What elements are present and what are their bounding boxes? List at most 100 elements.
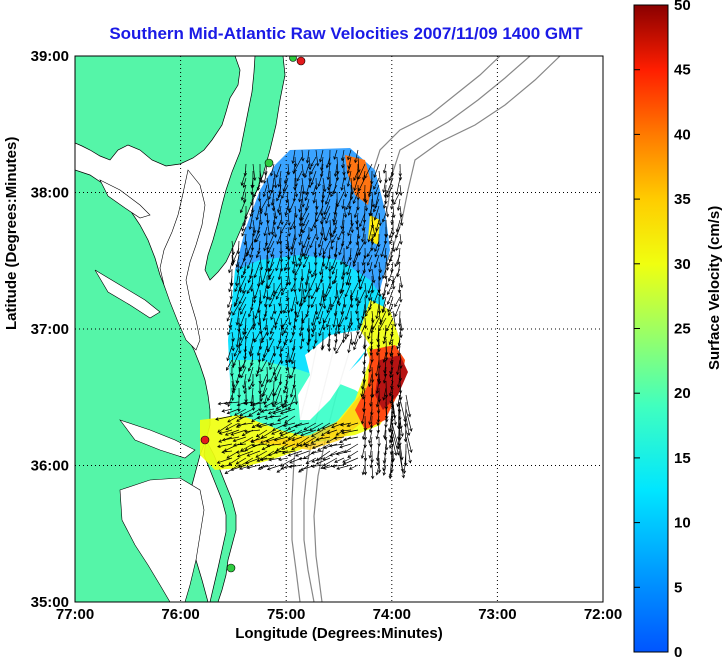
velocity-vector — [333, 163, 338, 178]
velocity-vector — [343, 205, 348, 219]
velocity-vector — [294, 387, 298, 405]
velocity-vector — [378, 170, 382, 184]
velocity-vector — [260, 373, 268, 388]
velocity-vector — [254, 303, 261, 320]
velocity-vector — [312, 184, 317, 196]
velocity-vector — [255, 233, 261, 243]
x-axis-label: Longitude (Degrees:Minutes) — [235, 625, 443, 642]
velocity-vector — [320, 429, 331, 436]
velocity-vector — [331, 226, 338, 238]
velocity-vector — [381, 212, 387, 223]
velocity-vector — [231, 338, 235, 352]
velocity-vector — [260, 198, 268, 212]
velocity-vector — [396, 198, 401, 212]
velocity-vector — [352, 254, 359, 268]
velocity-vector — [372, 198, 380, 213]
velocity-vector — [371, 219, 377, 238]
velocity-vector — [238, 324, 243, 341]
velocity-vector — [215, 415, 233, 421]
velocity-vector — [353, 331, 359, 346]
velocity-vector — [238, 415, 254, 420]
velocity-vector — [346, 261, 352, 276]
velocity-vector — [310, 289, 317, 300]
velocity-vector — [364, 282, 369, 299]
velocity-vector — [224, 429, 240, 436]
velocity-vector — [391, 436, 398, 456]
velocity-vector — [256, 345, 261, 357]
velocity-vector — [346, 163, 352, 175]
velocity-vector — [291, 261, 296, 274]
velocity-vector — [274, 387, 282, 405]
velocity-vector — [349, 296, 354, 309]
velocity-vector — [227, 324, 233, 336]
velocity-vector — [338, 317, 345, 328]
velocity-vector — [323, 310, 331, 324]
velocity-vector — [240, 170, 247, 186]
velocity-vector — [285, 233, 289, 250]
velocity-vector — [289, 331, 296, 344]
velocity-vector — [238, 296, 247, 312]
velocity-vector — [228, 282, 233, 293]
velocity-vector — [373, 177, 380, 190]
velocity-vector — [361, 219, 366, 232]
velocity-vector — [258, 380, 262, 395]
velocity-vector — [318, 310, 324, 325]
velocity-vector — [252, 163, 257, 182]
velocity-vector — [340, 254, 345, 266]
velocity-vector — [391, 401, 397, 426]
velocity-vector — [389, 345, 394, 357]
velocity-vector — [326, 317, 331, 328]
velocity-vector — [293, 156, 298, 168]
velocity-vector — [368, 205, 373, 217]
colorbar-tick-label: 50 — [674, 0, 691, 14]
velocity-vector — [240, 443, 254, 452]
velocity-vector — [302, 254, 310, 269]
velocity-vector — [325, 254, 331, 270]
velocity-vector — [298, 296, 303, 307]
velocity-vector — [269, 163, 275, 177]
velocity-vector — [384, 170, 388, 184]
velocity-vector — [248, 212, 254, 230]
velocity-vector — [247, 359, 254, 372]
velocity-vector — [238, 289, 247, 305]
velocity-vector — [311, 457, 324, 463]
velocity-vector — [349, 289, 354, 302]
velocity-vector — [395, 219, 401, 233]
velocity-vector — [273, 317, 278, 330]
velocity-vector — [308, 261, 312, 275]
velocity-vector — [270, 247, 275, 258]
velocity-vector — [273, 205, 278, 220]
velocity-vector — [295, 450, 310, 457]
velocity-vector — [226, 310, 233, 322]
velocity-vector — [370, 464, 375, 480]
velocity-vector — [246, 450, 261, 457]
velocity-vector — [405, 394, 412, 418]
velocity-vector — [259, 212, 263, 226]
velocity-vector — [377, 233, 381, 248]
velocity-vector — [398, 415, 404, 438]
velocity-vector — [399, 317, 404, 332]
velocity-vector — [353, 177, 359, 192]
colorbar-tick-label: 20 — [674, 385, 691, 402]
velocity-vector — [311, 443, 324, 449]
velocity-vector — [245, 324, 254, 340]
velocity-vector — [252, 219, 257, 234]
velocity-vector — [269, 373, 275, 383]
velocity-vector — [235, 254, 240, 268]
y-tick-labels: 39:00 38:00 37:00 36:00 35:00 — [31, 48, 69, 611]
velocity-vector — [310, 156, 317, 167]
colorbar-tick-label: 0 — [674, 644, 682, 659]
velocity-vector — [304, 275, 310, 293]
velocity-vector — [303, 240, 310, 257]
velocity-vector — [251, 401, 268, 407]
velocity-vector — [317, 443, 331, 451]
velocity-vector — [347, 450, 359, 458]
velocity-vector — [284, 205, 289, 217]
velocity-vector — [373, 289, 380, 305]
velocity-vector — [245, 240, 254, 257]
velocity-vector — [346, 170, 352, 188]
velocity-vector — [368, 408, 373, 426]
velocity-vector — [217, 443, 233, 449]
velocity-vector — [262, 310, 268, 322]
velocity-vector — [333, 247, 338, 258]
